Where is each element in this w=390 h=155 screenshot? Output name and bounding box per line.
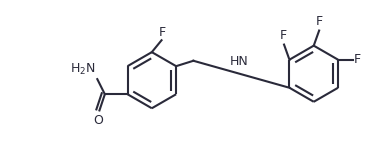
Text: O: O: [94, 114, 103, 127]
Text: F: F: [316, 15, 323, 28]
Text: F: F: [158, 26, 166, 39]
Text: F: F: [354, 53, 362, 66]
Text: H$_2$N: H$_2$N: [69, 62, 95, 77]
Text: HN: HN: [229, 55, 248, 68]
Text: F: F: [280, 29, 287, 42]
